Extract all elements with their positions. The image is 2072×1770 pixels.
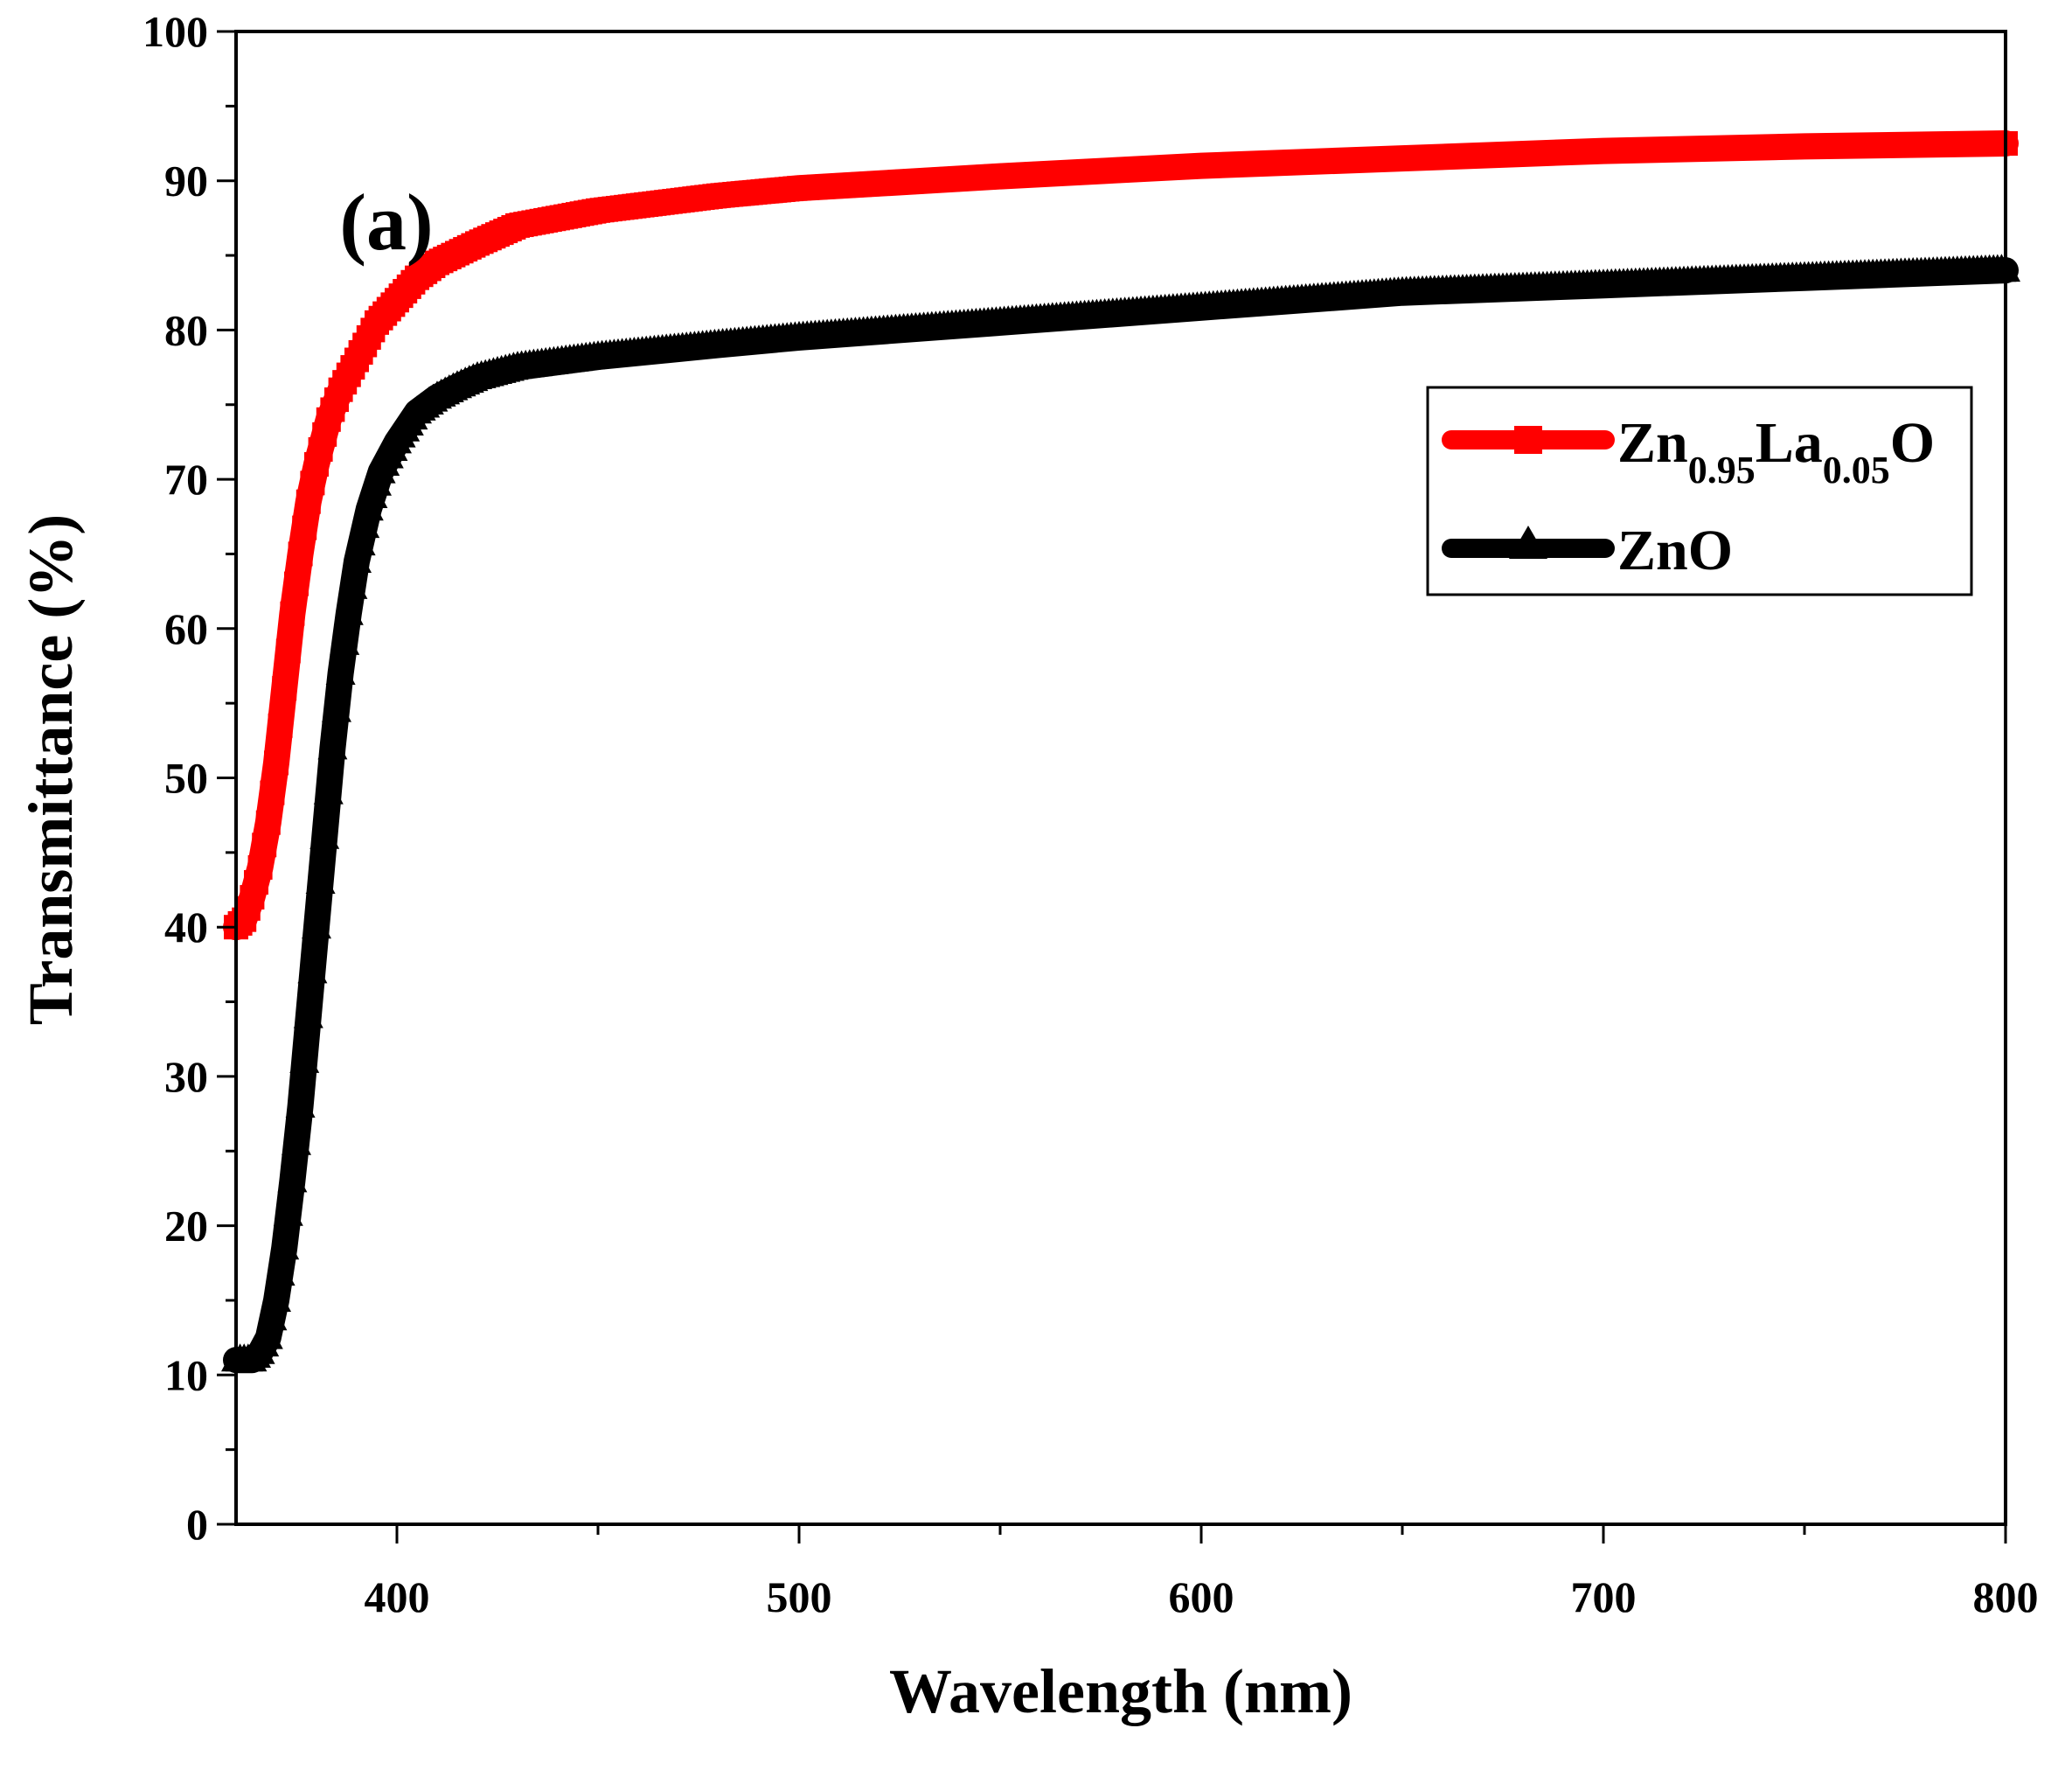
y-tick-label: 40 (164, 902, 208, 951)
data-point (257, 1302, 288, 1331)
y-tick-label: 60 (164, 604, 208, 653)
data-point (288, 541, 313, 567)
data-point (253, 1321, 283, 1349)
series-layer (221, 130, 2020, 1374)
data-point (330, 626, 360, 655)
data-point (313, 776, 344, 805)
legend-zn-main: Zn (1617, 411, 1688, 475)
legend-la-main: La (1756, 411, 1823, 475)
x-tick-label: 800 (1973, 1572, 2039, 1621)
data-point (284, 571, 309, 596)
x-tick-label: 400 (365, 1572, 430, 1621)
data-point (280, 601, 305, 626)
x-tick-label: 600 (1169, 1572, 1234, 1621)
ticks-layer: 400 500 600 700 800 0 10 20 30 40 50 60 70 80 90 100 (143, 7, 2039, 1621)
data-point (317, 731, 348, 760)
panel-label: (a) (339, 178, 433, 267)
x-axis-title: Wavelength (nm) (889, 1656, 1352, 1726)
data-point (275, 638, 301, 664)
data-point (292, 515, 317, 540)
data-point (322, 693, 351, 722)
legend-la-sub: 0.05 (1823, 449, 1890, 491)
data-point (265, 1258, 296, 1286)
legend-o-main: O (1890, 411, 1935, 475)
x-tick-label: 500 (767, 1572, 832, 1621)
legend-marker-zn-la-o (1514, 426, 1542, 454)
legend: Zn0.95La0.05O ZnO (1426, 386, 1973, 596)
data-point (337, 570, 368, 599)
data-point (285, 1090, 316, 1118)
y-tick-label: 100 (143, 7, 208, 56)
y-tick-label: 70 (164, 455, 208, 504)
data-point (261, 1283, 291, 1312)
legend-box (1426, 386, 1973, 596)
plot-frame (234, 30, 2007, 1526)
data-point (277, 1164, 308, 1193)
x-tick-label: 700 (1571, 1572, 1637, 1621)
data-point (273, 1197, 303, 1226)
legend-zno-main: ZnO (1617, 519, 1733, 582)
y-tick-label: 20 (164, 1202, 208, 1251)
legend-marker-zno (1509, 526, 1547, 559)
y-tick-label: 50 (164, 754, 208, 803)
series-zno (221, 254, 2020, 1374)
data-point (302, 910, 331, 939)
legend-zn-sub: 0.95 (1688, 449, 1756, 491)
data-point (289, 1044, 320, 1073)
data-point (297, 955, 328, 984)
data-point (272, 676, 297, 701)
y-tick-label: 90 (164, 157, 208, 206)
data-point (282, 1126, 311, 1155)
y-tick-label: 30 (164, 1052, 208, 1101)
data-point (293, 1000, 323, 1028)
data-point (264, 750, 289, 776)
data-point (350, 510, 380, 539)
data-point (309, 820, 340, 849)
data-point (342, 544, 372, 573)
data-point (260, 780, 285, 805)
y-tick-label: 80 (164, 305, 208, 354)
data-point (333, 596, 364, 625)
legend-label-zno: ZnO (1617, 519, 1733, 582)
y-tick-label: 0 (186, 1500, 208, 1549)
data-point (345, 527, 376, 556)
series-zn-la-o (223, 130, 2019, 941)
data-point (247, 854, 273, 880)
data-point (252, 833, 277, 858)
data-point (325, 657, 356, 686)
data-point (305, 865, 336, 894)
y-axis-title: Transmittance (%) (16, 514, 86, 1026)
data-point (255, 810, 281, 835)
data-point (268, 713, 293, 738)
legend-label-zn-la-o: Zn0.95La0.05O (1617, 411, 1935, 491)
y-tick-label: 10 (164, 1350, 208, 1399)
data-point (269, 1231, 300, 1260)
